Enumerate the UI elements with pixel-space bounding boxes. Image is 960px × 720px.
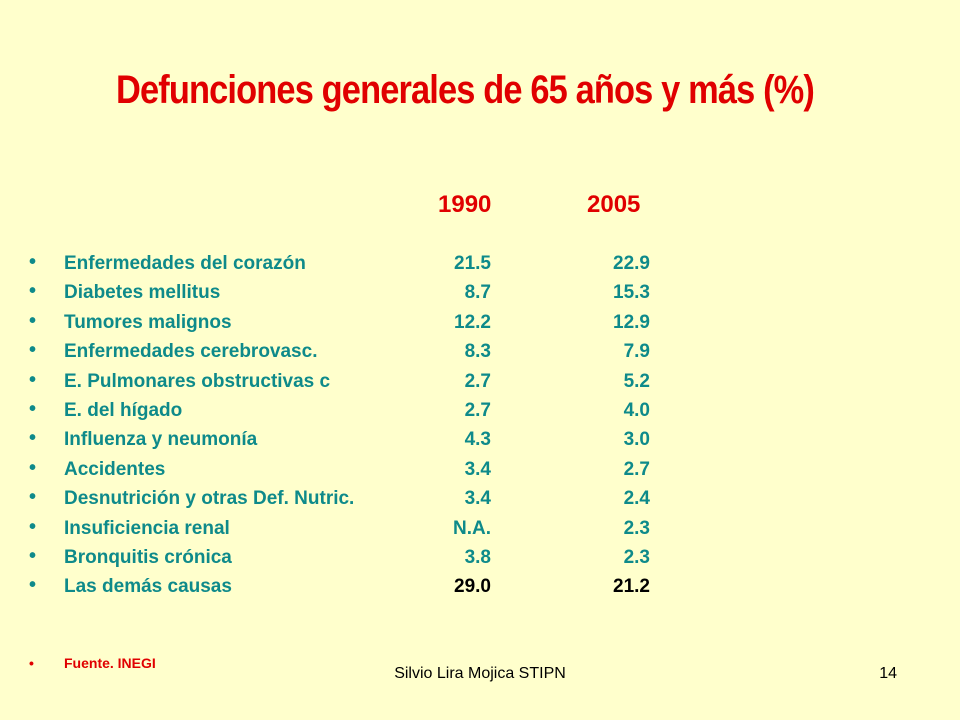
cause-label: Accidentes [64,458,166,480]
bullet: • [29,427,37,450]
value-1990: 12.2 [454,311,491,333]
bullet: • [29,397,37,420]
cause-label: E. Pulmonares obstructivas c [64,370,331,392]
bullet: • [29,544,37,567]
value-2005: 7.9 [623,341,650,363]
table-row: • Las demás causas 29.0 21.2 [0,572,960,601]
value-2005: 3.0 [623,429,650,451]
table-row: • Insuficiencia renal N.A. 2.3 [0,514,960,543]
table-row: • Accidentes 3.4 2.7 [0,455,960,484]
table-row: • E. Pulmonares obstructivas c 2.7 5.2 [0,367,960,396]
source-note: • Fuente. INEGI [29,655,156,671]
value-1990: 3.4 [464,458,491,480]
value-1990: N.A. [453,517,491,539]
cause-label: Bronquitis crónica [64,546,232,568]
cause-label: Influenza y neumonía [64,429,258,451]
value-2005: 2.4 [623,488,650,510]
value-2005: 2.7 [623,458,650,480]
slide-title: Defunciones generales de 65 años y más (… [115,68,815,112]
value-2005: 4.0 [623,399,650,421]
cause-label: Insuficiencia renal [64,517,230,539]
bullet: • [29,339,37,362]
footer-author: Silvio Lira Mojica STIPN [394,665,566,682]
value-1990: 29.0 [454,576,491,598]
value-2005: 5.2 [623,370,650,392]
value-2005: 12.9 [613,311,650,333]
table-row: • Tumores malignos 12.2 12.9 [0,308,960,337]
value-2005: 2.3 [623,517,650,539]
table-row: • Enfermedades cerebrovasc. 8.3 7.9 [0,337,960,366]
bullet: • [29,486,37,509]
cause-label: Tumores malignos [64,311,232,333]
cause-label: Diabetes mellitus [64,282,221,304]
table-row: • Desnutrición y otras Def. Nutric. 3.4 … [0,484,960,513]
bullet: • [29,280,37,303]
value-1990: 8.3 [464,341,491,363]
table-row: • Diabetes mellitus 8.7 15.3 [0,278,960,307]
bullet: • [29,251,37,273]
mortality-table: • Enfermedades del corazón 21.5 22.9 • D… [0,249,960,602]
value-1990: 8.7 [464,282,491,304]
source-label: Fuente. INEGI [64,655,156,671]
value-2005: 21.2 [613,576,650,598]
value-2005: 22.9 [613,253,650,274]
value-2005: 15.3 [613,282,650,304]
cause-label: Las demás causas [64,576,232,598]
bullet: • [29,456,37,479]
bullet: • [29,515,37,538]
bullet: • [29,574,37,597]
value-1990: 4.3 [464,429,491,451]
value-1990: 3.8 [464,546,491,568]
bullet: • [29,655,34,671]
cause-label: Enfermedades del corazón [64,253,306,274]
value-1990: 2.7 [464,370,491,392]
year-header-2005: 2005 [587,191,641,218]
cause-label: Desnutrición y otras Def. Nutric. [64,488,355,510]
page-number: 14 [879,665,897,682]
cause-label: Enfermedades cerebrovasc. [64,341,318,363]
table-row: • Influenza y neumonía 4.3 3.0 [0,425,960,454]
bullet: • [29,309,37,332]
year-header-1990: 1990 [438,191,492,218]
value-1990: 2.7 [464,399,491,421]
table-row: • Bronquitis crónica 3.8 2.3 [0,543,960,572]
table-row: • Enfermedades del corazón 21.5 22.9 [0,249,960,278]
table-row: • E. del hígado 2.7 4.0 [0,396,960,425]
bullet: • [29,368,37,391]
value-2005: 2.3 [623,546,650,568]
value-1990: 21.5 [454,253,491,274]
cause-label: E. del hígado [64,399,183,421]
value-1990: 3.4 [464,488,491,510]
